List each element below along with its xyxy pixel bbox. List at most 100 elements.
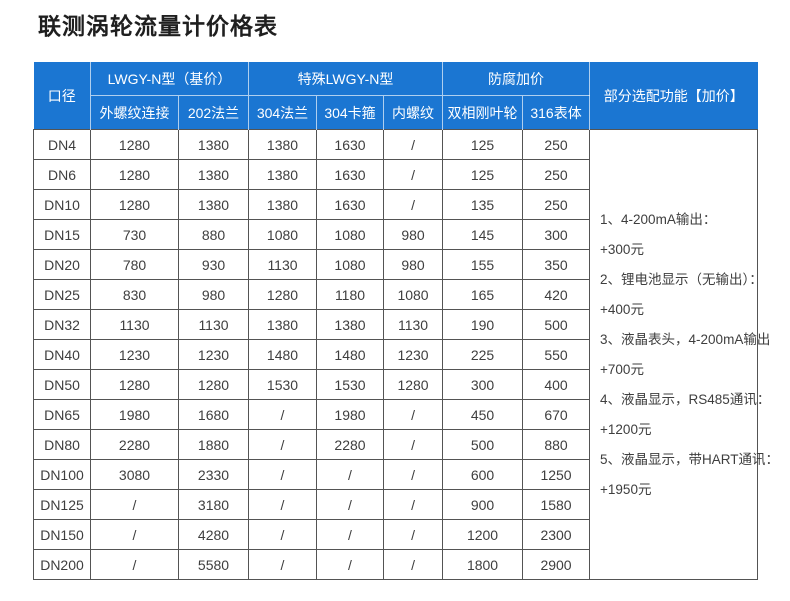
price-table: 口径 LWGY-N型（基价） 特殊LWGY-N型 防腐加价 部分选配功能【加价】… xyxy=(33,62,779,580)
note-line: +700元 xyxy=(600,361,644,377)
price-cell: 450 xyxy=(442,399,524,430)
price-cell: 730 xyxy=(90,219,179,250)
table-row: DN100 3080 2330///600 1250 xyxy=(33,459,758,490)
price-cell: 1530 xyxy=(316,369,384,400)
diameter-cell: DN20 xyxy=(33,249,91,280)
price-cell: 250 xyxy=(522,189,591,220)
price-cell: / xyxy=(382,459,444,490)
price-cell: 600 xyxy=(442,459,524,490)
price-cell: 1250 xyxy=(522,459,591,490)
price-cell: / xyxy=(248,399,317,430)
price-cell: 1800 xyxy=(442,549,524,580)
price-cell: 2330 xyxy=(178,459,249,490)
diameter-cell: DN10 xyxy=(33,189,91,220)
diameter-cell: DN15 xyxy=(33,219,91,250)
price-cell: 145 xyxy=(442,219,524,250)
price-cell: 1380 xyxy=(248,159,317,190)
price-cell: / xyxy=(382,429,444,460)
price-cell: 1530 xyxy=(248,369,317,400)
price-cell: 1280 xyxy=(90,189,179,220)
subheader-316-body: 316表体 xyxy=(522,95,590,130)
table-row: DN15 730 880 1080 1080 980 145 300 xyxy=(33,219,758,250)
price-cell: 225 xyxy=(442,339,524,370)
price-cell: 1180 xyxy=(316,279,384,310)
price-cell: 1630 xyxy=(316,129,384,160)
price-cell: 250 xyxy=(522,129,591,160)
diameter-cell: DN40 xyxy=(33,339,91,370)
diameter-cell: DN4 xyxy=(33,129,91,160)
diameter-cell: DN200 xyxy=(33,549,91,580)
header-diameter: 口径 xyxy=(33,62,91,130)
price-cell: 135 xyxy=(442,189,524,220)
table-row: DN20 780 930 1130 1080 980 155 350 xyxy=(33,249,758,280)
price-cell: 4280 xyxy=(178,519,249,550)
price-cell: 980 xyxy=(382,249,444,280)
price-cell: / xyxy=(316,519,384,550)
diameter-cell: DN50 xyxy=(33,369,91,400)
price-cell: / xyxy=(382,189,444,220)
price-cell: / xyxy=(248,549,317,580)
diameter-cell: DN32 xyxy=(33,309,91,340)
price-cell: / xyxy=(382,549,444,580)
price-cell: 1280 xyxy=(178,369,249,400)
price-cell: / xyxy=(316,459,384,490)
price-cell: / xyxy=(382,519,444,550)
subheader-duplex-impeller: 双相刚叶轮 xyxy=(442,95,523,130)
note-line: +400元 xyxy=(600,301,644,317)
price-cell: 190 xyxy=(442,309,524,340)
note-line: 5、液晶显示，带HART通讯： xyxy=(600,451,780,467)
price-cell: 1880 xyxy=(178,429,249,460)
price-cell: 550 xyxy=(522,339,591,370)
diameter-cell: DN25 xyxy=(33,279,91,310)
price-cell: 1380 xyxy=(248,309,317,340)
diameter-cell: DN6 xyxy=(33,159,91,190)
table-row: DN125/3180///900 1580 xyxy=(33,489,758,520)
subheader-304-clamp: 304卡箍 xyxy=(316,95,384,130)
price-cell: 3180 xyxy=(178,489,249,520)
price-cell: 830 xyxy=(90,279,179,310)
table-row: DN80 2280 1880/2280/500 880 xyxy=(33,429,758,460)
subheader-external-thread: 外螺纹连接 xyxy=(90,95,179,130)
price-cell: 1130 xyxy=(178,309,249,340)
page-title: 联测涡轮流量计价格表 xyxy=(38,13,278,39)
price-cell: 780 xyxy=(90,249,179,280)
price-cell: / xyxy=(90,489,179,520)
price-cell: 1980 xyxy=(90,399,179,430)
table-row: DN4 1280 1380 1380 1630/125 250 1、4-200mA输出： +3… xyxy=(33,129,779,580)
price-cell: 1380 xyxy=(178,189,249,220)
price-cell: 1280 xyxy=(248,279,317,310)
price-cell: 1280 xyxy=(90,159,179,190)
header-group-base-price: LWGY-N型（基价） xyxy=(90,62,249,96)
header-sub-row: 外螺纹连接 202法兰 304法兰 304卡箍 内螺纹 双相刚叶轮 316表体 xyxy=(34,95,758,130)
price-cell: 1380 xyxy=(248,129,317,160)
header-group-special: 特殊LWGY-N型 xyxy=(247,62,443,96)
price-cell: 900 xyxy=(442,489,524,520)
price-cell: 2300 xyxy=(522,519,591,550)
price-cell: 420 xyxy=(522,279,591,310)
diameter-cell: DN65 xyxy=(33,399,91,430)
price-cell: 1680 xyxy=(178,399,249,430)
table-row: DN32 1130 1130 1380 1380 1130 190 500 xyxy=(33,309,758,340)
price-cell: 1580 xyxy=(522,489,591,520)
price-cell: / xyxy=(382,489,444,520)
price-cell: / xyxy=(90,519,179,550)
price-cell: 1480 xyxy=(316,339,384,370)
price-cell: 1080 xyxy=(316,219,384,250)
price-cell: / xyxy=(316,489,384,520)
price-cell: 155 xyxy=(442,249,524,280)
note-line: +1200元 xyxy=(600,421,652,437)
price-cell: 350 xyxy=(522,249,591,280)
price-cell: 1230 xyxy=(90,339,179,370)
price-cell: 1380 xyxy=(248,189,317,220)
price-cell: 250 xyxy=(522,159,591,190)
note-line: 2、锂电池显示（无输出）： xyxy=(600,271,763,287)
subheader-304-flange: 304法兰 xyxy=(248,95,317,130)
price-cell: 2280 xyxy=(316,429,384,460)
price-cell: 1280 xyxy=(382,369,444,400)
price-cell: 1280 xyxy=(90,369,179,400)
price-cell: 125 xyxy=(442,159,524,190)
price-cell: 300 xyxy=(522,219,591,250)
table-row: DN25 830 980 1280 1180 1080 165 420 xyxy=(33,279,758,310)
note-line: +300元 xyxy=(600,241,644,257)
optional-functions-notes-cell: 1、4-200mA输出： +300元 2、锂电池显示（无输出）： +400元 3、液晶表… xyxy=(589,129,780,580)
